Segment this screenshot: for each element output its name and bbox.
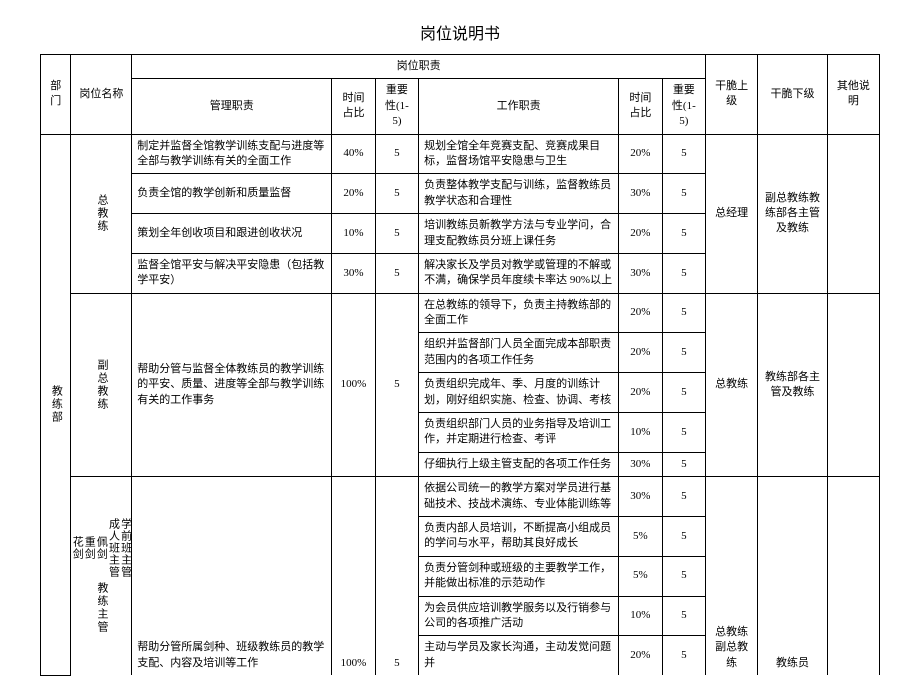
work-duty-cell: 负责分管剑种或班级的主要教学工作，并能做出标准的示范动作 xyxy=(419,556,619,596)
importance-cell: 5 xyxy=(375,134,418,174)
header-subordinate: 干脆下级 xyxy=(758,55,828,135)
importance-cell: 5 xyxy=(662,477,705,517)
header-time-ratio-1: 时间占比 xyxy=(332,79,375,134)
importance-cell: 5 xyxy=(662,413,705,453)
time-cell: 10% xyxy=(332,214,375,254)
work-duty-cell: 为会员供应培训教学服务以及行销参与公司的各项推广活动 xyxy=(419,596,619,636)
mgmt-duty-cell: 帮助分管所属剑种、班级教练员的教学支配、内容及培训等工作 xyxy=(132,477,332,675)
importance-cell: 5 xyxy=(375,477,418,675)
subordinate-cell: 副总教练教练部各主管及教练 xyxy=(758,134,828,293)
mgmt-duty-cell: 负责全馆的教学创新和质量监督 xyxy=(132,174,332,214)
importance-cell: 5 xyxy=(662,293,705,333)
time-cell: 100% xyxy=(332,293,375,477)
work-duty-cell: 培训教练员新教学方法与专业学问，合理支配教练员分班上课任务 xyxy=(419,214,619,254)
work-duty-cell: 在总教练的领导下，负责主持教练部的全面工作 xyxy=(419,293,619,333)
supervisor-cell: 总经理 xyxy=(706,134,758,293)
header-work-duty: 工作职责 xyxy=(419,79,619,134)
header-time-ratio-2: 时间占比 xyxy=(619,79,662,134)
work-duty-cell: 组织并监督部门人员全面完成本部职责范围内的各项工作任务 xyxy=(419,333,619,373)
header-importance-1: 重要性(1-5) xyxy=(375,79,418,134)
mgmt-duty-cell: 监督全馆平安与解决平安隐患（包括教学平安） xyxy=(132,253,332,293)
importance-cell: 5 xyxy=(662,174,705,214)
header-supervisor: 干脆上级 xyxy=(706,55,758,135)
work-duty-cell: 依据公司统一的教学方案对学员进行基础技术、技战术演练、专业体能训练等 xyxy=(419,477,619,517)
mgmt-duty-cell: 策划全年创收项目和跟进创收状况 xyxy=(132,214,332,254)
importance-cell: 5 xyxy=(662,556,705,596)
importance-cell: 5 xyxy=(662,214,705,254)
importance-cell: 5 xyxy=(375,174,418,214)
table-row: 教练部 总教练 制定并监督全馆教学训练支配与进度等全部与教学训练有关的全面工作 … xyxy=(41,134,880,174)
importance-cell: 5 xyxy=(375,293,418,477)
time-cell: 10% xyxy=(619,413,662,453)
time-cell: 20% xyxy=(619,134,662,174)
supervisor-cell: 总教练 xyxy=(706,293,758,477)
mgmt-duty-cell: 帮助分管与监督全体教练员的教学训练的平安、质量、进度等全部与教学训练有关的工作事… xyxy=(132,293,332,477)
work-duty-cell: 负责组织部门人员的业务指导及培训工作，并定期进行检查、考评 xyxy=(419,413,619,453)
importance-cell: 5 xyxy=(662,333,705,373)
work-duty-cell: 规划全馆全年竞赛支配、竞赛成果目标，监督场馆平安隐患与卫生 xyxy=(419,134,619,174)
subordinate-cell: 教练部各主管及教练 xyxy=(758,293,828,477)
header-row-1: 部门 岗位名称 岗位职责 干脆上级 干脆下级 其他说明 xyxy=(41,55,880,79)
importance-cell: 5 xyxy=(662,134,705,174)
other-cell xyxy=(827,134,879,293)
time-cell: 20% xyxy=(619,293,662,333)
work-duty-cell: 解决家长及学员对教学或管理的不解或不满，确保学员年度续卡率达 90%以上 xyxy=(419,253,619,293)
dept-cell: 教练部 xyxy=(41,134,71,675)
header-position: 岗位名称 xyxy=(71,55,132,135)
time-cell: 20% xyxy=(619,636,662,675)
time-cell: 30% xyxy=(619,477,662,517)
subordinate-cell: 教练员 xyxy=(758,477,828,675)
time-cell: 5% xyxy=(619,556,662,596)
mgmt-duty-cell: 制定并监督全馆教学训练支配与进度等全部与教学训练有关的全面工作 xyxy=(132,134,332,174)
time-cell: 20% xyxy=(619,373,662,413)
table-row: 副总教练 帮助分管与监督全体教练员的教学训练的平安、质量、进度等全部与教学训练有… xyxy=(41,293,880,333)
header-mgmt-duty: 管理职责 xyxy=(132,79,332,134)
importance-cell: 5 xyxy=(662,452,705,476)
table-row: 花剑 重剑 佩剑 成人班主管 学前班主管 教练主管 帮助分管所属剑种、班级教练员… xyxy=(41,477,880,517)
work-duty-cell: 负责内部人员培训，不断提高小组成员的学问与水平，帮助其良好成长 xyxy=(419,516,619,556)
header-duty-group: 岗位职责 xyxy=(132,55,706,79)
importance-cell: 5 xyxy=(662,253,705,293)
importance-cell: 5 xyxy=(662,596,705,636)
time-cell: 5% xyxy=(619,516,662,556)
importance-cell: 5 xyxy=(662,636,705,675)
importance-cell: 5 xyxy=(375,253,418,293)
importance-cell: 5 xyxy=(662,516,705,556)
supervisor-cell: 总教练副总教练 xyxy=(706,477,758,675)
time-cell: 10% xyxy=(619,596,662,636)
position-deputy: 副总教练 xyxy=(71,293,132,477)
header-importance-2: 重要性(1-5) xyxy=(662,79,705,134)
job-description-table: 部门 岗位名称 岗位职责 干脆上级 干脆下级 其他说明 管理职责 时间占比 重要… xyxy=(40,54,880,676)
work-duty-cell: 负责组织完成年、季、月度的训练计划，刚好组织实施、检查、协调、考核 xyxy=(419,373,619,413)
time-cell: 20% xyxy=(619,333,662,373)
time-cell: 20% xyxy=(619,214,662,254)
importance-cell: 5 xyxy=(662,373,705,413)
other-cell xyxy=(827,477,879,675)
work-duty-cell: 仔细执行上级主管支配的各项工作任务 xyxy=(419,452,619,476)
time-cell: 100% xyxy=(332,477,375,675)
header-dept: 部门 xyxy=(41,55,71,135)
time-cell: 30% xyxy=(332,253,375,293)
time-cell: 40% xyxy=(332,134,375,174)
time-cell: 30% xyxy=(619,174,662,214)
time-cell: 30% xyxy=(619,253,662,293)
other-cell xyxy=(827,293,879,477)
position-coach: 花剑 重剑 佩剑 成人班主管 学前班主管 教练主管 xyxy=(71,477,132,675)
work-duty-cell: 负责整体教学支配与训练，监督教练员教学状态和合理性 xyxy=(419,174,619,214)
time-cell: 30% xyxy=(619,452,662,476)
time-cell: 20% xyxy=(332,174,375,214)
work-duty-cell: 主动与学员及家长沟通，主动发觉问题并 xyxy=(419,636,619,675)
importance-cell: 5 xyxy=(375,214,418,254)
header-other: 其他说明 xyxy=(827,55,879,135)
position-head: 总教练 xyxy=(71,134,132,293)
document-title: 岗位说明书 xyxy=(40,20,880,44)
